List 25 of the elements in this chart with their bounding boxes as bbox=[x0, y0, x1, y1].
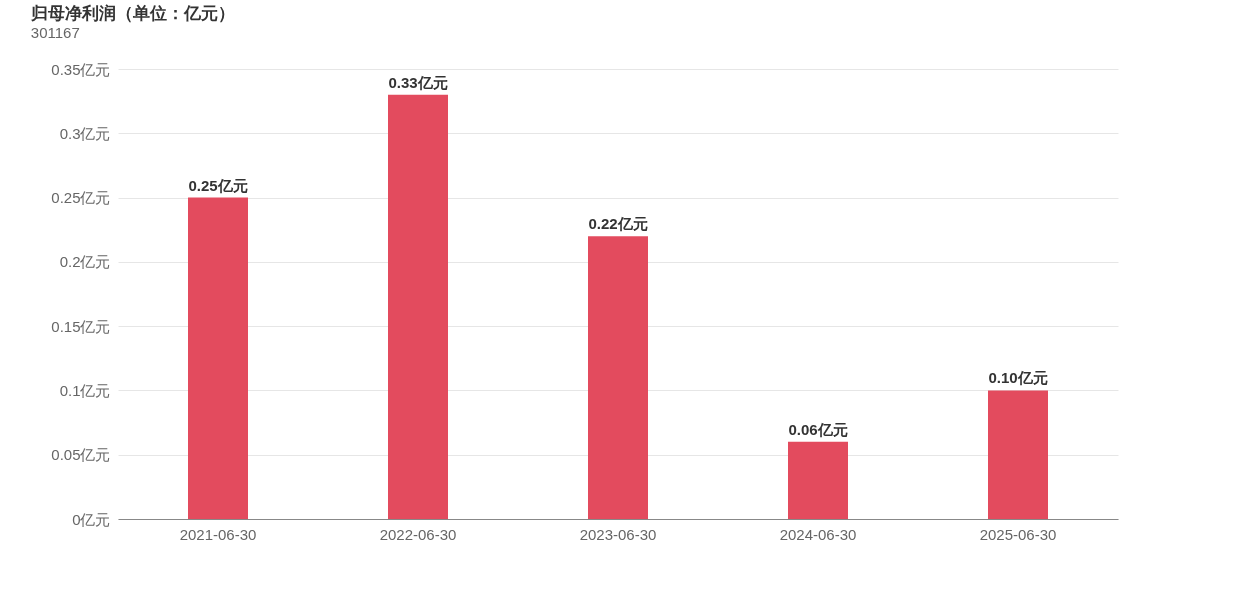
data-label: 0.06亿元 bbox=[788, 420, 848, 438]
x-tick-label: 2024-06-30 bbox=[779, 525, 857, 543]
y-tick-label: 0.3亿元 bbox=[59, 124, 111, 142]
data-label: 0.22亿元 bbox=[588, 215, 648, 233]
bar bbox=[388, 94, 448, 519]
data-label: 0.33亿元 bbox=[388, 73, 448, 91]
y-tick-label: 0.05亿元 bbox=[51, 446, 111, 464]
y-tick-label: 0.1亿元 bbox=[59, 381, 111, 399]
data-label: 0.25亿元 bbox=[188, 176, 248, 194]
y-tick-label: 0.35亿元 bbox=[51, 60, 111, 78]
x-tick-label: 2023-06-30 bbox=[579, 525, 657, 543]
y-tick-label: 0亿元 bbox=[72, 510, 111, 528]
y-tick-label: 0.2亿元 bbox=[59, 253, 111, 271]
bar bbox=[788, 441, 848, 519]
bar bbox=[188, 197, 248, 519]
bar bbox=[588, 236, 648, 519]
y-tick-label: 0.15亿元 bbox=[51, 317, 111, 335]
chart-title: 归母净利润（单位：亿元） bbox=[29, 4, 235, 23]
y-tick-label: 0.25亿元 bbox=[51, 189, 111, 207]
data-label: 0.10亿元 bbox=[988, 369, 1048, 387]
x-tick-label: 2021-06-30 bbox=[179, 525, 257, 543]
x-tick-label: 2022-06-30 bbox=[379, 525, 457, 543]
x-tick-label: 2025-06-30 bbox=[979, 525, 1057, 543]
chart-subtitle: 301167 bbox=[30, 24, 80, 41]
bar bbox=[988, 390, 1048, 519]
